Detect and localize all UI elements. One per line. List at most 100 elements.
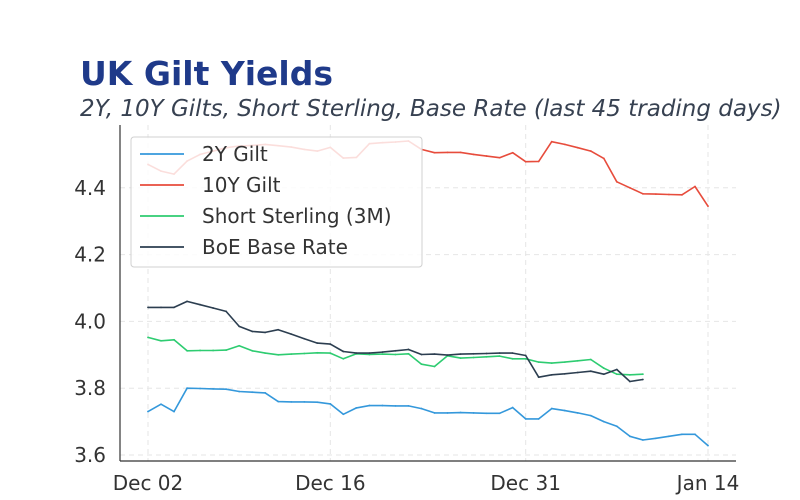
data-point-boe-base-rate xyxy=(147,306,149,309)
data-point-2y-gilt xyxy=(394,405,397,407)
data-point-10y-gilt xyxy=(472,153,475,156)
data-point-short-sterling-3m xyxy=(420,363,423,366)
data-point-10y-gilt xyxy=(511,151,514,154)
data-point-short-sterling-3m xyxy=(238,344,241,347)
data-point-short-sterling-3m xyxy=(277,353,280,356)
data-point-10y-gilt xyxy=(563,143,566,146)
data-point-short-sterling-3m xyxy=(628,373,631,376)
legend-label: 10Y Gilt xyxy=(202,173,281,197)
data-point-2y-gilt xyxy=(225,388,228,391)
data-point-boe-base-rate xyxy=(459,353,462,356)
data-point-short-sterling-3m xyxy=(342,357,345,360)
data-point-2y-gilt xyxy=(459,411,462,414)
data-point-2y-gilt xyxy=(498,412,501,415)
data-point-2y-gilt xyxy=(707,444,709,447)
data-point-short-sterling-3m xyxy=(264,352,267,355)
data-point-10y-gilt xyxy=(641,192,644,195)
data-point-10y-gilt xyxy=(550,140,553,143)
series-line-2y-gilt xyxy=(147,387,709,447)
data-point-boe-base-rate xyxy=(173,306,175,309)
legend-box xyxy=(130,136,423,268)
data-point-10y-gilt xyxy=(524,160,527,163)
data-point-boe-base-rate xyxy=(576,371,579,374)
data-point-2y-gilt xyxy=(251,391,254,394)
data-point-boe-base-rate xyxy=(498,352,501,355)
data-point-10y-gilt xyxy=(446,151,449,154)
data-point-boe-base-rate xyxy=(251,330,254,333)
data-point-short-sterling-3m xyxy=(407,352,410,355)
data-point-2y-gilt xyxy=(511,406,514,409)
data-point-short-sterling-3m xyxy=(316,351,319,354)
y-tick-label: 3.6 xyxy=(74,443,106,467)
data-point-short-sterling-3m xyxy=(511,357,514,360)
data-point-2y-gilt xyxy=(199,387,201,390)
data-point-2y-gilt xyxy=(602,420,605,423)
data-point-boe-base-rate xyxy=(342,350,345,353)
data-point-2y-gilt xyxy=(173,410,175,413)
data-point-boe-base-rate xyxy=(615,368,618,371)
axes xyxy=(119,125,736,462)
x-tick-label: Jan 14 xyxy=(675,471,740,495)
data-point-2y-gilt xyxy=(524,418,527,420)
data-point-2y-gilt xyxy=(485,412,488,415)
data-point-boe-base-rate xyxy=(524,354,527,357)
data-point-short-sterling-3m xyxy=(212,349,215,352)
data-point-2y-gilt xyxy=(264,391,267,394)
data-point-boe-base-rate xyxy=(407,348,410,351)
y-tick-label: 4.0 xyxy=(74,309,106,333)
x-tick-label: Dec 16 xyxy=(295,471,366,495)
data-point-2y-gilt xyxy=(681,433,683,436)
x-tick-label: Dec 02 xyxy=(113,471,184,495)
data-point-10y-gilt xyxy=(668,193,670,196)
data-point-10y-gilt xyxy=(602,157,605,160)
data-point-2y-gilt xyxy=(407,405,410,407)
data-point-boe-base-rate xyxy=(394,349,397,352)
data-point-boe-base-rate xyxy=(368,352,371,355)
data-point-boe-base-rate xyxy=(186,300,188,303)
data-point-boe-base-rate xyxy=(199,303,201,306)
data-point-boe-base-rate xyxy=(472,352,475,355)
data-point-short-sterling-3m xyxy=(394,353,397,356)
data-point-10y-gilt xyxy=(655,193,657,196)
legend-label: Short Sterling (3M) xyxy=(202,204,392,228)
data-point-short-sterling-3m xyxy=(199,349,201,352)
data-point-boe-base-rate xyxy=(264,331,267,334)
data-point-2y-gilt xyxy=(316,401,319,404)
data-point-2y-gilt xyxy=(147,410,149,413)
data-point-2y-gilt xyxy=(303,400,306,403)
data-point-short-sterling-3m xyxy=(485,355,488,358)
legend-label: BoE Base Rate xyxy=(202,235,348,259)
data-point-2y-gilt xyxy=(694,433,696,436)
y-tick-label: 4.4 xyxy=(74,176,106,200)
data-point-2y-gilt xyxy=(290,400,293,403)
data-point-short-sterling-3m xyxy=(368,353,371,356)
data-point-2y-gilt xyxy=(433,412,436,414)
data-point-10y-gilt xyxy=(707,205,709,208)
data-point-2y-gilt xyxy=(342,413,345,416)
data-point-10y-gilt xyxy=(615,180,618,183)
data-point-boe-base-rate xyxy=(420,353,423,356)
data-point-10y-gilt xyxy=(589,150,592,152)
data-point-boe-base-rate xyxy=(160,306,162,309)
data-point-2y-gilt xyxy=(576,412,579,414)
data-point-boe-base-rate xyxy=(563,372,566,375)
data-point-short-sterling-3m xyxy=(160,339,162,342)
y-tick-label: 3.8 xyxy=(74,376,106,400)
data-point-2y-gilt xyxy=(446,412,449,414)
data-point-2y-gilt xyxy=(550,407,553,410)
data-point-10y-gilt xyxy=(433,151,436,154)
data-point-short-sterling-3m xyxy=(472,356,475,359)
data-point-boe-base-rate xyxy=(511,352,514,355)
data-point-short-sterling-3m xyxy=(381,353,384,356)
data-point-2y-gilt xyxy=(537,418,540,420)
data-point-boe-base-rate xyxy=(212,307,215,309)
data-point-2y-gilt xyxy=(420,407,423,410)
data-point-short-sterling-3m xyxy=(459,357,462,360)
data-point-10y-gilt xyxy=(681,193,683,196)
data-point-boe-base-rate xyxy=(355,352,358,355)
data-point-2y-gilt xyxy=(563,409,566,412)
data-point-short-sterling-3m xyxy=(602,367,605,370)
data-point-boe-base-rate xyxy=(641,378,644,381)
data-point-2y-gilt xyxy=(355,407,358,409)
